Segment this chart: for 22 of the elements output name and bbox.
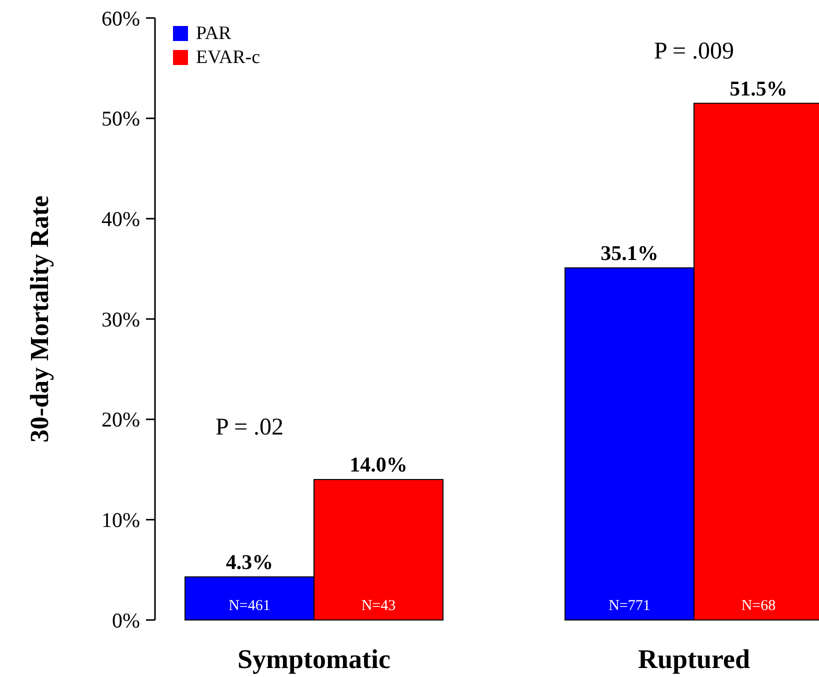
annotation: P = .009	[654, 38, 734, 64]
annotation: P = .02	[216, 414, 284, 441]
annotation: N=461	[228, 598, 270, 614]
annotation: N=68	[741, 598, 776, 614]
x-tick-label: Symptomatic	[238, 644, 391, 674]
y-tick-label: 10%	[102, 508, 140, 532]
y-tick-label: 30%	[102, 307, 140, 332]
y-tick-label: 50%	[102, 106, 140, 131]
data-label: 4.3%	[226, 550, 274, 574]
y-axis-title: 30-day Mortality Rate	[25, 196, 54, 442]
annotation: N=771	[608, 598, 650, 614]
legend-label: EVAR-c	[196, 47, 260, 68]
data-label: 35.1%	[600, 240, 658, 265]
y-tick-label: 40%	[102, 207, 140, 232]
legend-label: PAR	[196, 23, 232, 44]
annotation: N=43	[361, 598, 396, 614]
data-label: 14.0%	[350, 452, 408, 477]
y-tick-label: 60%	[102, 6, 140, 30]
x-tick-label: Ruptured	[638, 644, 750, 674]
y-tick-label: 0%	[112, 608, 140, 632]
data-label: 51.5%	[730, 76, 788, 100]
y-tick-label: 20%	[102, 408, 140, 432]
